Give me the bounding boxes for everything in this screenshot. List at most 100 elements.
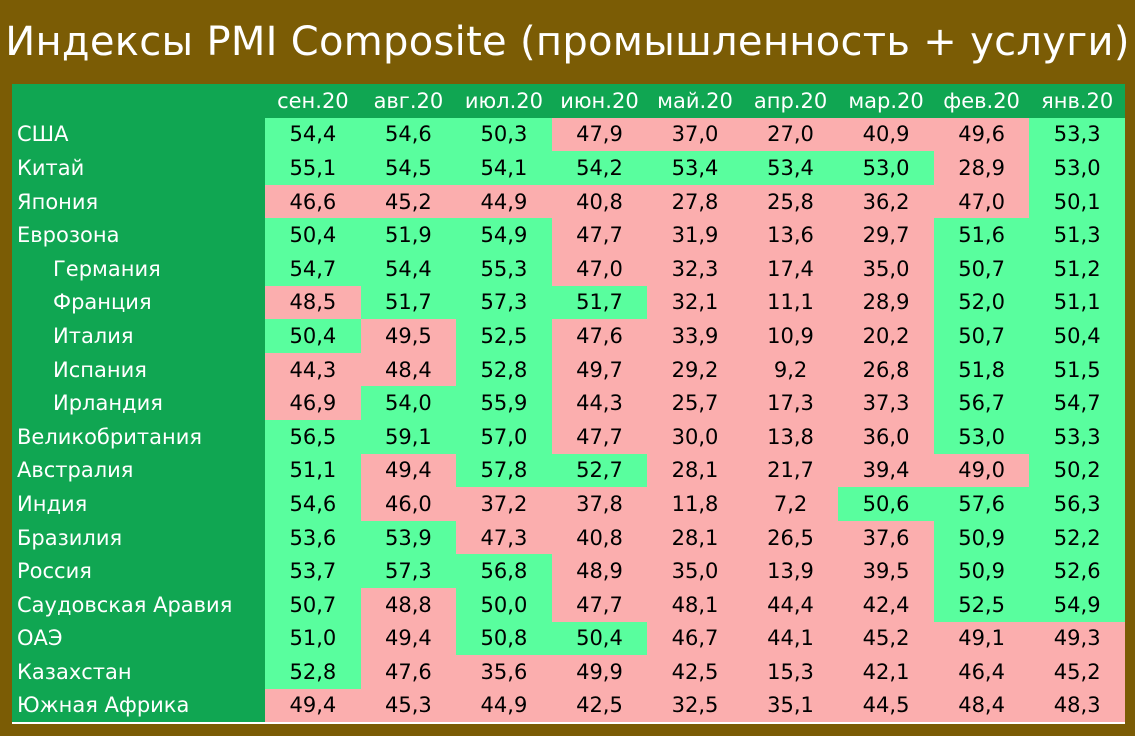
pmi-value-cell: 54,2 (551, 151, 648, 185)
pmi-value-cell: 56,7 (933, 386, 1030, 420)
pmi-value-cell: 10,9 (742, 319, 839, 353)
pmi-value-cell: 47,6 (360, 655, 457, 689)
pmi-value-cell: 48,5 (265, 285, 361, 320)
chart-title: Индексы PMI Composite (промышленность + … (5, 19, 1130, 65)
pmi-value-cell: 44,5 (838, 688, 934, 723)
pmi-value-cell: 52,0 (933, 285, 1030, 320)
pmi-value-cell: 51,6 (933, 218, 1030, 252)
pmi-value-cell: 39,4 (838, 453, 934, 488)
table-row: Испания 44,3 48,4 52,8 49,7 29,2 9,2 26,8 51,8 51… (12, 352, 1125, 387)
pmi-value-cell: 25,7 (647, 386, 743, 420)
pmi-value-cell: 28,9 (933, 151, 1030, 185)
table-row: Бразилия 53,6 53,9 47,3 40,8 28,1 26,5 37,6 50,9… (12, 520, 1125, 555)
column-header: янв.20 (1029, 84, 1125, 118)
pmi-value-cell: 54,1 (456, 151, 552, 185)
table-row: Россия 53,7 57,3 56,8 48,9 35,0 13,9 39,5 50,9 52… (12, 554, 1125, 588)
corner-cell (12, 84, 266, 118)
table-row: США 54,4 54,6 50,3 47,9 37,0 27,0 40,9 49,6 53,3 (12, 117, 1125, 152)
pmi-value-cell: 52,6 (1029, 554, 1125, 588)
country-label: ОАЭ (12, 621, 266, 656)
pmi-table: сен.20 авг.20 июл.20 июн.20 май.20 апр.20 мар.… (12, 84, 1125, 723)
column-header: сен.20 (265, 84, 361, 118)
pmi-value-cell: 9,2 (742, 352, 839, 387)
pmi-value-cell: 50,4 (551, 621, 648, 656)
pmi-value-cell: 45,2 (838, 621, 934, 656)
pmi-value-cell: 27,8 (647, 184, 743, 219)
pmi-value-cell: 48,9 (551, 554, 648, 588)
pmi-value-cell: 53,6 (265, 520, 361, 555)
column-header: мар.20 (838, 84, 934, 118)
pmi-value-cell: 53,0 (1029, 151, 1125, 185)
pmi-value-cell: 53,7 (265, 554, 361, 588)
pmi-value-cell: 49,7 (551, 352, 648, 387)
pmi-value-cell: 13,8 (742, 419, 839, 454)
pmi-value-cell: 57,3 (360, 554, 457, 588)
pmi-value-cell: 50,7 (265, 587, 361, 622)
table-row: Еврозона 50,4 51,9 54,9 47,7 31,9 13,6 29,7 51,6… (12, 218, 1125, 252)
pmi-value-cell: 20,2 (838, 319, 934, 353)
pmi-value-cell: 54,0 (360, 386, 457, 420)
country-label: Япония (12, 184, 266, 219)
pmi-value-cell: 50,4 (265, 319, 361, 353)
pmi-value-cell: 30,0 (647, 419, 743, 454)
pmi-value-cell: 50,9 (933, 520, 1030, 555)
pmi-value-cell: 32,3 (647, 251, 743, 286)
country-label: Южная Африка (12, 688, 266, 723)
pmi-value-cell: 48,4 (360, 352, 457, 387)
pmi-value-cell: 39,5 (838, 554, 934, 588)
table-row: ОАЭ 51,0 49,4 50,8 50,4 46,7 44,1 45,2 49,1 49,3 (12, 621, 1125, 656)
pmi-value-cell: 50,7 (933, 251, 1030, 286)
title-bar: Индексы PMI Composite (промышленность + … (0, 0, 1135, 84)
pmi-value-cell: 51,0 (265, 621, 361, 656)
country-label: Ирландия (12, 386, 266, 420)
pmi-value-cell: 45,3 (360, 688, 457, 723)
pmi-value-cell: 49,4 (265, 688, 361, 723)
country-label: Испания (12, 352, 266, 387)
country-label: Еврозона (12, 218, 266, 252)
pmi-value-cell: 56,5 (265, 419, 361, 454)
table-row: Южная Африка 49,4 45,3 44,9 42,5 32,5 35,1 44,5… (12, 688, 1125, 723)
pmi-value-cell: 52,8 (456, 352, 552, 387)
table-row: Казахстан 52,8 47,6 35,6 49,9 42,5 15,3 42,1 46,… (12, 655, 1125, 689)
column-header: фев.20 (933, 84, 1030, 118)
pmi-value-cell: 49,3 (1029, 621, 1125, 656)
pmi-value-cell: 54,4 (360, 251, 457, 286)
pmi-value-cell: 54,5 (360, 151, 457, 185)
pmi-value-cell: 26,8 (838, 352, 934, 387)
pmi-value-cell: 55,3 (456, 251, 552, 286)
column-header: май.20 (647, 84, 743, 118)
pmi-value-cell: 51,8 (933, 352, 1030, 387)
pmi-value-cell: 42,5 (647, 655, 743, 689)
pmi-value-cell: 51,1 (265, 453, 361, 488)
pmi-value-cell: 46,9 (265, 386, 361, 420)
country-label: Саудовская Аравия (12, 587, 266, 622)
pmi-value-cell: 49,6 (933, 117, 1030, 152)
pmi-value-cell: 45,2 (360, 184, 457, 219)
table-row: Япония 46,6 45,2 44,9 40,8 27,8 25,8 36,2 47,0 50… (12, 184, 1125, 219)
pmi-value-cell: 53,9 (360, 520, 457, 555)
pmi-value-cell: 50,7 (933, 319, 1030, 353)
pmi-value-cell: 59,1 (360, 419, 457, 454)
pmi-value-cell: 35,1 (742, 688, 839, 723)
pmi-value-cell: 40,8 (551, 520, 648, 555)
pmi-value-cell: 48,8 (360, 587, 457, 622)
table-row: Италия 50,4 49,5 52,5 47,6 33,9 10,9 20,2 50,7 50… (12, 319, 1125, 353)
table-row: Австралия 51,1 49,4 57,8 52,7 28,1 21,7 39,4 49,… (12, 453, 1125, 488)
pmi-value-cell: 49,5 (360, 319, 457, 353)
pmi-value-cell: 54,7 (1029, 386, 1125, 420)
pmi-value-cell: 55,1 (265, 151, 361, 185)
header-row: сен.20 авг.20 июл.20 июн.20 май.20 апр.20 мар.… (12, 84, 1125, 118)
pmi-value-cell: 50,1 (1029, 184, 1125, 219)
pmi-value-cell: 11,1 (742, 285, 839, 320)
pmi-value-cell: 47,0 (551, 251, 648, 286)
pmi-value-cell: 42,5 (551, 688, 648, 723)
pmi-table-panel: сен.20 авг.20 июл.20 июн.20 май.20 апр.20 мар.… (12, 84, 1125, 724)
pmi-value-cell: 47,7 (551, 419, 648, 454)
pmi-value-cell: 50,8 (456, 621, 552, 656)
column-header: авг.20 (360, 84, 457, 118)
table-row: Саудовская Аравия 50,7 48,8 50,0 47,7 48,1 44,… (12, 587, 1125, 622)
pmi-value-cell: 42,4 (838, 587, 934, 622)
pmi-value-cell: 57,8 (456, 453, 552, 488)
pmi-value-cell: 37,2 (456, 487, 552, 521)
pmi-value-cell: 47,3 (456, 520, 552, 555)
